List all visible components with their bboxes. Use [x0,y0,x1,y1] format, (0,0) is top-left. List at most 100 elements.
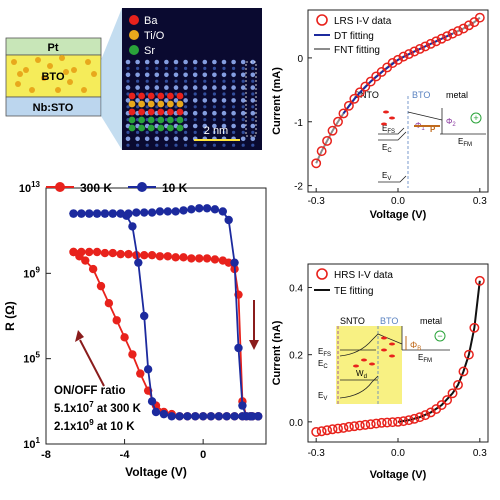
electron-icon [383,110,389,114]
stem-atom [231,98,236,103]
stem-atom [241,118,245,122]
lrs-data-point [436,33,447,44]
stem-atom [192,123,198,129]
stem-atom [174,92,178,96]
lrs-band-metal: metal [446,90,468,100]
hrs-data-point [447,388,458,399]
rv-up-arrow [79,339,105,387]
stem-atom [251,118,255,122]
stem-atom [145,79,149,83]
legend-tio-label: Ti/O [144,30,165,42]
rv-annotation-title: ON/OFF ratio [54,385,126,397]
lrs-data-point [463,20,474,31]
stem-overlay-dot [167,100,174,108]
stem-atom [231,72,236,78]
hrs-ytick-label: 0.2 [289,351,303,362]
hrs-data-point [403,415,414,426]
stem-atom [241,105,245,109]
lrs-legend: LRS I-V data DT fitting FNT fitting [314,14,392,56]
hrs-data-point [458,366,469,377]
hrs-data-point [376,417,387,428]
rv-data-point [96,281,106,291]
rv-data-point [147,208,157,217]
hrs-band-ec-curve [339,333,403,357]
lrs-xtick-label: 0.3 [473,196,487,207]
hrs-data-point [436,400,447,411]
stem-atom [192,59,198,65]
hrs-data-point [382,417,393,428]
stem-atom [193,92,197,96]
rv-data-point [108,209,117,218]
layer-stack: Pt BTO Nb:STO [5,8,122,150]
hrs-band-wd: Wd [356,369,367,380]
bto-particle [63,69,69,75]
rv-data-point [183,412,192,421]
bto-particle [17,71,23,77]
stem-atom [144,85,150,90]
hrs-data-point [371,418,382,429]
stem-atom [212,79,216,83]
stem-atom [250,136,256,142]
rv-data-point [163,207,172,216]
stem-overlay-dot [128,100,136,108]
rv-data-point [159,409,169,419]
rv-data-point [230,412,239,421]
rv-data-point [81,256,90,265]
stem-atom [240,136,246,142]
electron-icon [381,336,387,340]
electron-icon [381,122,387,126]
rv-data-point [175,412,184,421]
stem-atom [155,92,159,96]
lrs-band-plus-circle [470,112,482,124]
stem-overlay-dot [147,92,155,100]
stem-atom [241,79,245,83]
lrs-data-point [398,51,409,62]
lrs-data-point [431,36,442,47]
bto-label: BTO [41,71,64,83]
stem-atom [126,130,130,134]
stem-atom [240,85,246,90]
lrs-data-point [442,31,453,42]
hrs-band-minus: − [437,331,442,341]
stem-atom [145,105,149,109]
stem-atom [164,143,168,147]
pt-label: Pt [48,42,59,54]
stem-overlay-dot [138,108,146,116]
stem-atom [192,85,198,90]
rv-data-point [163,252,172,261]
stem-atom [135,59,140,65]
stem-atom [164,130,168,134]
legend-tio-dot [129,30,139,40]
hrs-data-point [333,423,343,434]
rv-ytick-label: 109 [23,265,40,280]
lrs-band-barrier [407,111,443,121]
zoom-wedge [101,8,122,150]
stem-overlay-dot [176,108,184,116]
stem-atom [183,136,188,142]
stem-atom [154,98,160,103]
stem-atom [212,118,216,122]
electron-icon [381,348,387,352]
stem-atom [193,105,197,109]
stem-atom [126,143,130,147]
stem-overlay-dot [167,92,174,100]
rv-data-point [171,207,180,216]
bto-particle [71,67,77,73]
rv-data-point [234,343,243,353]
stem-atom [144,72,150,78]
stem-atom [250,110,256,116]
stem-atom [192,72,198,78]
rv-data-point [238,412,247,421]
stem-atom [193,118,197,122]
lrs-legend-data-marker [316,14,328,26]
stem-atom [192,98,198,103]
rv-data-point [191,412,200,421]
stem-atom [183,123,188,129]
stem-atom [202,123,208,129]
stem-atom [183,98,188,103]
stem-atom [222,79,226,83]
stem-atom [184,79,188,83]
lrs-data-point [393,54,403,65]
rv-data-point [143,365,153,374]
